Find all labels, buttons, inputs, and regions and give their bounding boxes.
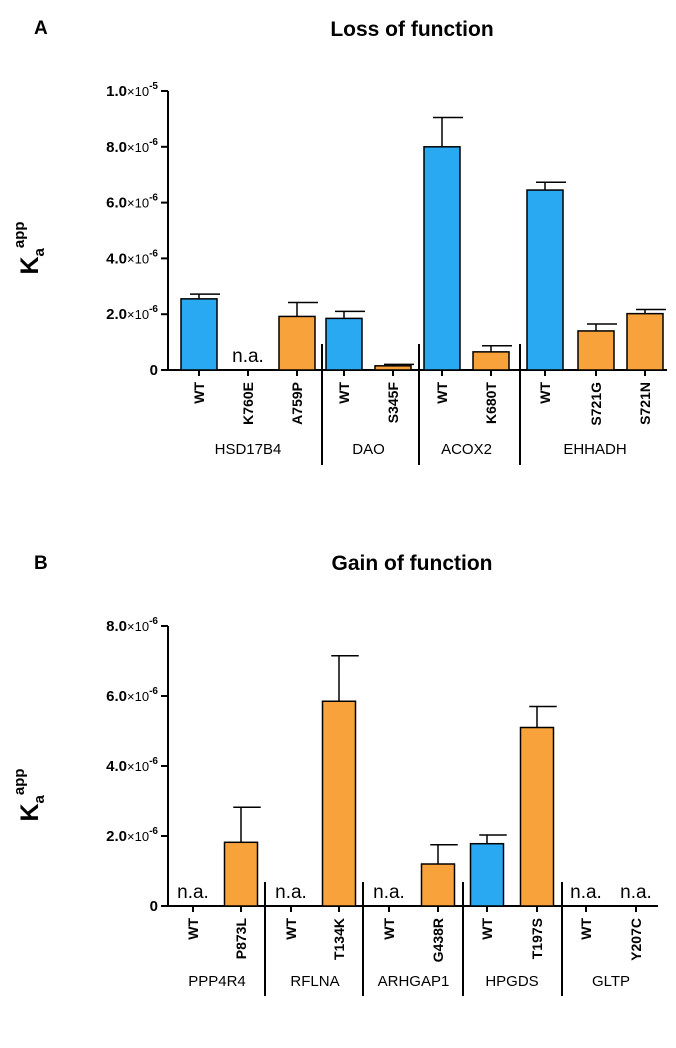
- bar-hpgds-wt: [469, 842, 505, 907]
- bar-label-gltp-y207c: Y207C: [628, 918, 644, 961]
- bar-acox2-wt: [423, 146, 461, 371]
- y-tick-label: 0: [150, 362, 158, 379]
- panel-a: A Loss of function Kaapp 0 2.0×10-6 4.0×10-6 6…: [11, 18, 667, 465]
- bar-label-ehhadh-s721g: S721G: [588, 382, 604, 426]
- group-label-rflna: RFLNA: [290, 973, 339, 990]
- group-label-gltp: GLTP: [592, 973, 630, 990]
- bar-ehhadh-wt: [526, 189, 564, 371]
- bar-label-ppp4r4-wt: WT: [185, 918, 201, 940]
- bar-label-hsd17b4-a759p: A759P: [289, 382, 305, 425]
- bar-label-acox2-wt: WT: [434, 382, 450, 404]
- y-tick-label: 8.0×10-6: [106, 137, 158, 156]
- bar-label-hpgds-wt: WT: [479, 918, 495, 940]
- y-tick-label: 2.0×10-6: [106, 304, 158, 323]
- group-label-hpgds: HPGDS: [485, 973, 538, 990]
- bar-ehhadh-s721n: [626, 312, 664, 371]
- bar-label-hsd17b4-wt: WT: [191, 382, 207, 404]
- bar-label-ehhadh-wt: WT: [537, 382, 553, 404]
- y-tick-label: 6.0×10-6: [106, 193, 158, 212]
- na-label: n.a.: [620, 882, 652, 903]
- bar-label-acox2-k680t: K680T: [483, 382, 499, 424]
- y-tick-label: 0: [150, 898, 158, 915]
- group-label-hsd17b4: HSD17B4: [215, 441, 282, 458]
- na-label: n.a.: [275, 882, 307, 903]
- bar-acox2-k680t: [472, 351, 510, 371]
- panel-letter: A: [34, 18, 48, 39]
- bar-label-hpgds-t197s: T197S: [529, 918, 545, 959]
- y-tick-label: 4.0×10-6: [106, 248, 158, 267]
- bar-hsd17b4-wt: [180, 298, 218, 371]
- bar-label-arhgap1-wt: WT: [381, 918, 397, 940]
- bar-label-hsd17b4-k760e: K760E: [240, 382, 256, 425]
- bar-dao-wt: [325, 317, 363, 371]
- bar-hpgds-t197s: [519, 726, 555, 907]
- bar-label-dao-wt: WT: [336, 382, 352, 404]
- group-label-dao: DAO: [352, 441, 385, 458]
- y-tick-label: 1.0×10-5: [106, 81, 158, 100]
- bar-label-ehhadh-s721n: S721N: [637, 382, 653, 425]
- group-label-ehhadh: EHHADH: [563, 441, 626, 458]
- bar-label-dao-s345f: S345F: [385, 382, 401, 424]
- panel-b: B Gain of function Kaapp 0 2.0×10-6 4.0×10-6 6…: [11, 552, 658, 996]
- group-label-acox2: ACOX2: [441, 441, 492, 458]
- na-label: n.a.: [570, 882, 602, 903]
- bar-arhgap1-g438r: [420, 863, 456, 907]
- bar-label-rflna-t134k: T134K: [331, 918, 347, 960]
- y-tick-label: 8.0×10-6: [106, 616, 158, 635]
- bar-ehhadh-s721g: [577, 330, 615, 371]
- chart-title: Gain of function: [332, 552, 493, 575]
- bar-label-arhgap1-g438r: G438R: [430, 918, 446, 962]
- bar-label-rflna-wt: WT: [283, 918, 299, 940]
- y-tick-label: 6.0×10-6: [106, 686, 158, 705]
- bar-label-gltp-wt: WT: [578, 918, 594, 940]
- bar-ppp4r4-p873l: [223, 841, 259, 907]
- na-label: n.a.: [177, 882, 209, 903]
- group-label-ppp4r4: PPP4R4: [188, 973, 246, 990]
- y-axis-label: Kaapp: [11, 768, 48, 821]
- y-tick-label: 2.0×10-6: [106, 826, 158, 845]
- chart-title: Loss of function: [330, 18, 493, 41]
- y-axis-label: Kaapp: [11, 221, 48, 274]
- na-label: n.a.: [232, 346, 264, 367]
- bar-dao-s345f: [374, 365, 412, 371]
- na-label: n.a.: [373, 882, 405, 903]
- panel-letter: B: [34, 553, 48, 574]
- bar-label-ppp4r4-p873l: P873L: [233, 918, 249, 960]
- bar-rflna-t134k: [321, 700, 357, 907]
- group-label-arhgap1: ARHGAP1: [378, 973, 450, 990]
- y-tick-label: 4.0×10-6: [106, 756, 158, 775]
- bar-hsd17b4-a759p: [278, 315, 316, 371]
